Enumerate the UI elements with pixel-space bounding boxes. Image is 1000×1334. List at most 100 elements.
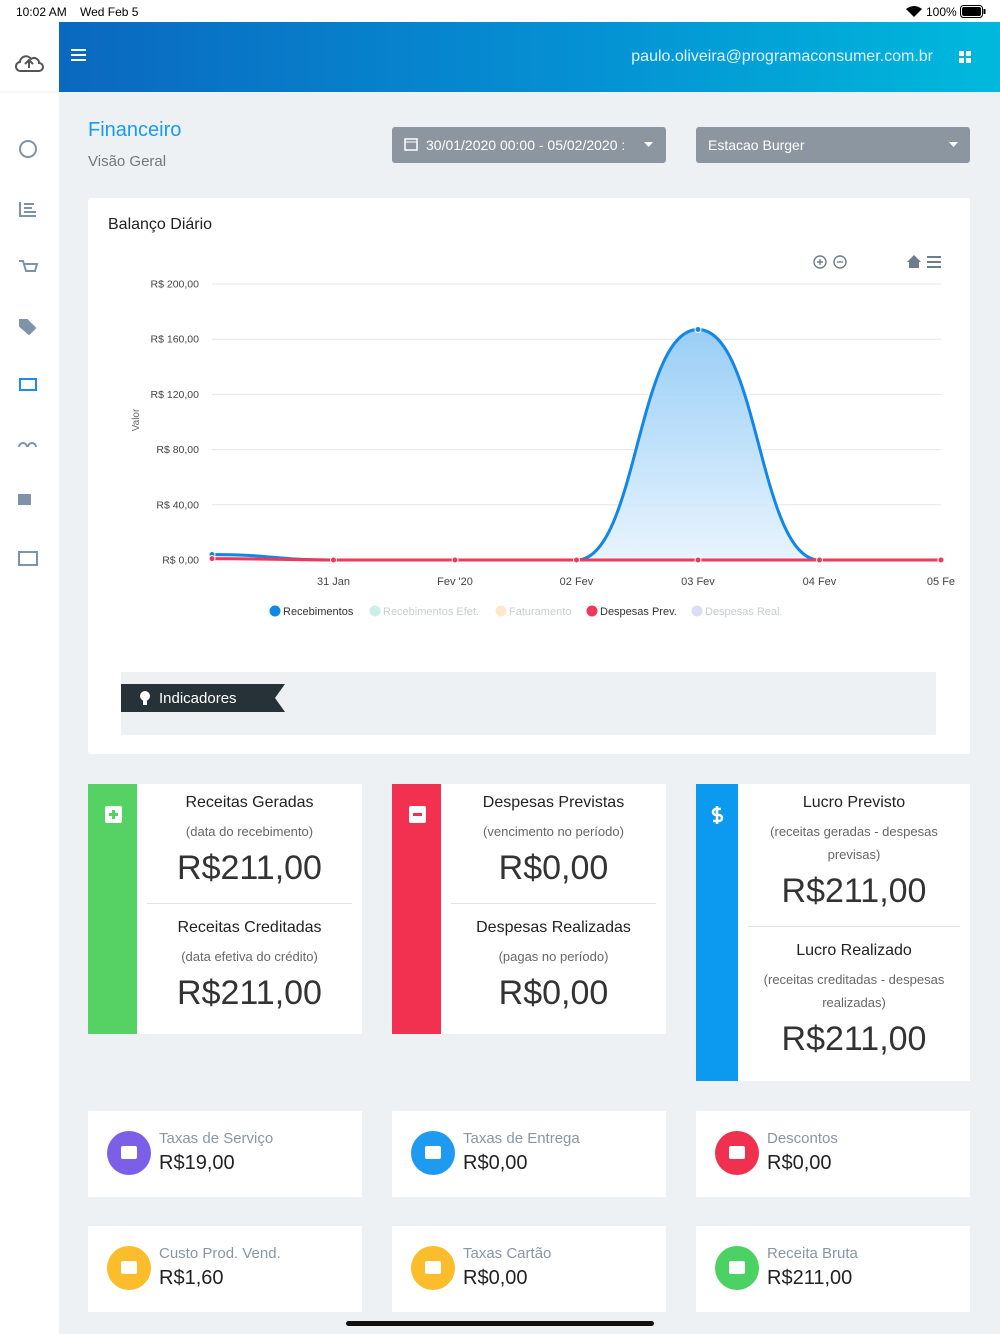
summary-content: Lucro Previsto (receitas geradas - despes…: [748, 784, 960, 1081]
y-tick-label: R$ 120,00: [151, 389, 200, 401]
chart-panel: Balanço Diário Valor Indicadores R$ 0,00…: [88, 198, 970, 754]
summary-value: R$211,00: [781, 1020, 927, 1058]
money-icon[interactable]: [19, 378, 37, 391]
dropdown-caret: [949, 142, 958, 147]
apps-button[interactable]: [959, 51, 972, 64]
indicators-label: Indicadores: [159, 690, 237, 707]
stat-card: Taxas de Entrega R$0,00: [392, 1111, 666, 1197]
stat-card: Descontos R$0,00: [696, 1111, 970, 1197]
stat-icon-glyph: [121, 1146, 137, 1159]
line: [211, 328, 941, 562]
stat-label: Custo Prod. Vend.: [159, 1245, 281, 1262]
summary-note: (receitas geradas - despesas previsas): [770, 824, 938, 862]
summary-note: (receitas creditadas - despesas realizad…: [763, 972, 945, 1010]
point: [573, 556, 580, 564]
y-tick-label: R$ 40,00: [156, 499, 199, 511]
stat-value: R$0,00: [463, 1267, 528, 1289]
store-name: Estacao Burger: [708, 137, 805, 153]
y-tick-label: R$ 160,00: [151, 334, 200, 346]
status-bar: 10:02 AM Wed Feb 5 100%: [0, 0, 1000, 22]
menu-button[interactable]: [71, 49, 87, 63]
legend-label: Recebimentos Efet.: [383, 606, 479, 618]
stat-value: R$211,00: [767, 1267, 853, 1289]
stat-label: Receita Bruta: [767, 1245, 858, 1262]
battery-icon: [960, 5, 986, 18]
summary-title: Receitas Geradas: [185, 794, 314, 811]
zoom-out[interactable]: [833, 255, 847, 269]
x-tick-label: Fev '20: [437, 576, 473, 588]
chart-title: Balanço Diário: [108, 216, 212, 233]
point: [937, 556, 945, 564]
stat-label: Taxas Cartão: [463, 1245, 552, 1262]
divider: [147, 903, 352, 904]
summary-value: R$0,00: [498, 849, 609, 887]
stat-icon-glyph: [729, 1261, 745, 1274]
truck-icon[interactable]: [18, 494, 31, 505]
point: [694, 556, 702, 564]
sidebar-icons: [0, 55, 59, 566]
x-tick-label: 05 Fe: [927, 576, 955, 588]
stat-value: R$1,60: [159, 1267, 224, 1289]
tags-icon[interactable]: [19, 319, 37, 336]
reports-icon[interactable]: [19, 202, 36, 217]
summary-value: R$211,00: [781, 872, 927, 910]
users-icon[interactable]: [18, 442, 37, 448]
upload-icon[interactable]: [14, 55, 44, 72]
summary-note: (pagas no período): [498, 949, 609, 964]
battery-level: 100%: [926, 5, 957, 19]
dropdown-caret: [644, 142, 653, 147]
point: [208, 555, 216, 563]
stat-icon-glyph: [425, 1146, 441, 1159]
x-tick-label: 04 Fev: [803, 576, 837, 588]
summary-card: Receitas Geradas (data do recebimento) R$2…: [88, 784, 362, 1034]
x-tick-label: 31 Jan: [317, 576, 350, 588]
summary-icon: [408, 806, 426, 823]
stat-icon-glyph: [425, 1261, 441, 1274]
page-subtitle: Visão Geral: [88, 153, 167, 170]
summary-card: Despesas Previstas (vencimento no período…: [392, 784, 666, 1034]
point: [451, 556, 459, 564]
summary-note: (data do recebimento): [185, 824, 314, 839]
point: [694, 326, 702, 334]
date-range-picker[interactable]: 30/01/2020 00:00 - 05/02/2020 :: [392, 127, 666, 163]
store-select[interactable]: Estacao Burger: [696, 127, 970, 163]
zoom-in[interactable]: [813, 255, 827, 269]
summary-title: Lucro Realizado: [796, 942, 912, 959]
legend-label: Faturamento: [509, 606, 571, 618]
summary-strip: [392, 784, 441, 1034]
stat-label: Taxas de Entrega: [463, 1130, 580, 1147]
stat-card: Receita Bruta R$211,00: [696, 1226, 970, 1312]
cart-icon[interactable]: [19, 260, 39, 272]
page-title: Financeiro: [88, 119, 182, 141]
area: [212, 329, 941, 560]
home-indicator: [346, 1321, 654, 1326]
stat-label: Taxas de Serviço: [159, 1130, 274, 1147]
stat-label: Descontos: [767, 1130, 838, 1147]
divider: [451, 903, 656, 904]
bulb-icon: [140, 691, 150, 701]
stat-value: R$0,00: [767, 1152, 832, 1174]
stat-value: R$0,00: [463, 1152, 528, 1174]
calendar-icon: [404, 138, 418, 151]
user-email[interactable]: paulo.oliveira@programaconsumer.com.br: [631, 48, 933, 65]
stat-value: R$19,00: [159, 1152, 235, 1174]
chart: Balanço Diário Valor Indicadores R$ 0,00…: [108, 216, 955, 735]
summary-content: Despesas Previstas (vencimento no período…: [451, 784, 656, 1034]
summary-icon: [104, 806, 122, 823]
summary-title: Receitas Creditadas: [177, 919, 322, 936]
y-tick-label: R$ 80,00: [156, 444, 199, 456]
x-tick-label: 03 Fev: [681, 576, 715, 588]
y-axis-label: Valor: [131, 408, 142, 431]
dashboard-icon[interactable]: [19, 140, 37, 158]
x-tick-label: 02 Fev: [560, 576, 594, 588]
y-tick-label: R$ 0,00: [162, 555, 199, 567]
chart-menu[interactable]: [927, 256, 941, 268]
summary-title: Lucro Previsto: [802, 794, 906, 811]
summary-content: Receitas Geradas (data do recebimento) R$2…: [147, 784, 352, 1034]
indicators-ribbon: [121, 684, 285, 712]
legend-swatch: [691, 605, 703, 617]
card-icon[interactable]: [18, 551, 38, 566]
summary-value: R$0,00: [498, 974, 609, 1012]
reset-zoom[interactable]: [907, 255, 921, 268]
